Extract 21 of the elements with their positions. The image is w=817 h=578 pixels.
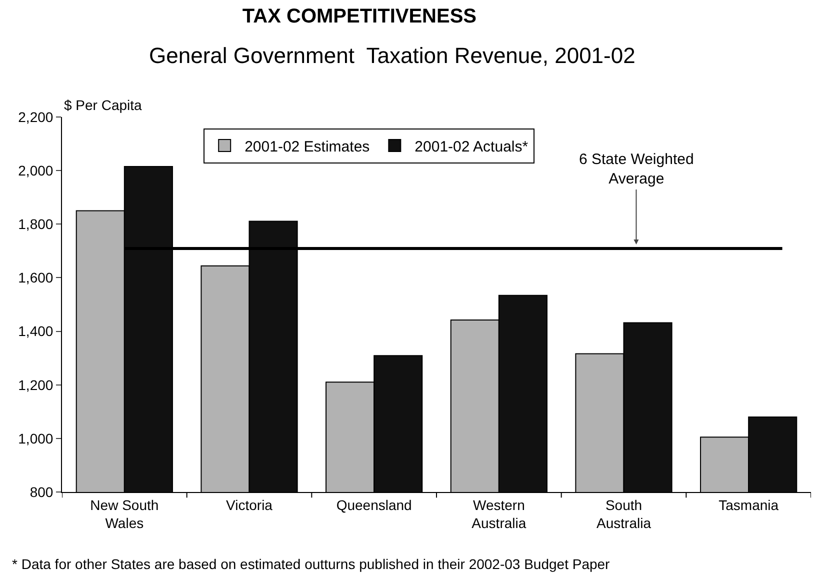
x-tick-label: South Australia (596, 496, 652, 531)
ref-line-label: 6 State Weighted Average (579, 151, 694, 188)
x-tick-label: Queensland (336, 496, 412, 513)
x-tick-label: New South Wales (90, 496, 159, 531)
y-tick-label: 1,400 (18, 323, 54, 340)
x-tick-label: Western Australia (472, 496, 526, 531)
y-tick-label: 1,200 (18, 376, 54, 393)
x-tick-label: Tasmania (718, 496, 779, 513)
chart-subtitle: General Government Taxation Revenue, 2001-02 (149, 43, 636, 68)
y-tick-label: 1,800 (18, 216, 54, 232)
x-tick-label: Victoria (226, 496, 273, 513)
y-tick-label: 1,000 (18, 430, 54, 446)
y-tick-label: 800 (30, 484, 54, 500)
text: * Data for other States are based on estimated outturns published in their 2002-03 Budget Paper (12, 556, 610, 572)
y-tick-label: 2,000 (18, 162, 54, 178)
legend-label: 2001-02 Actuals* (414, 138, 528, 156)
y-tick-label: 1,600 (18, 270, 54, 286)
legend-label: 2001-02 Estimates (244, 138, 370, 156)
y-axis-title: $ Per Capita (64, 97, 142, 113)
y-tick-label: 2,200 (18, 108, 54, 125)
chart-title: TAX COMPETITIVENESS (242, 6, 477, 28)
